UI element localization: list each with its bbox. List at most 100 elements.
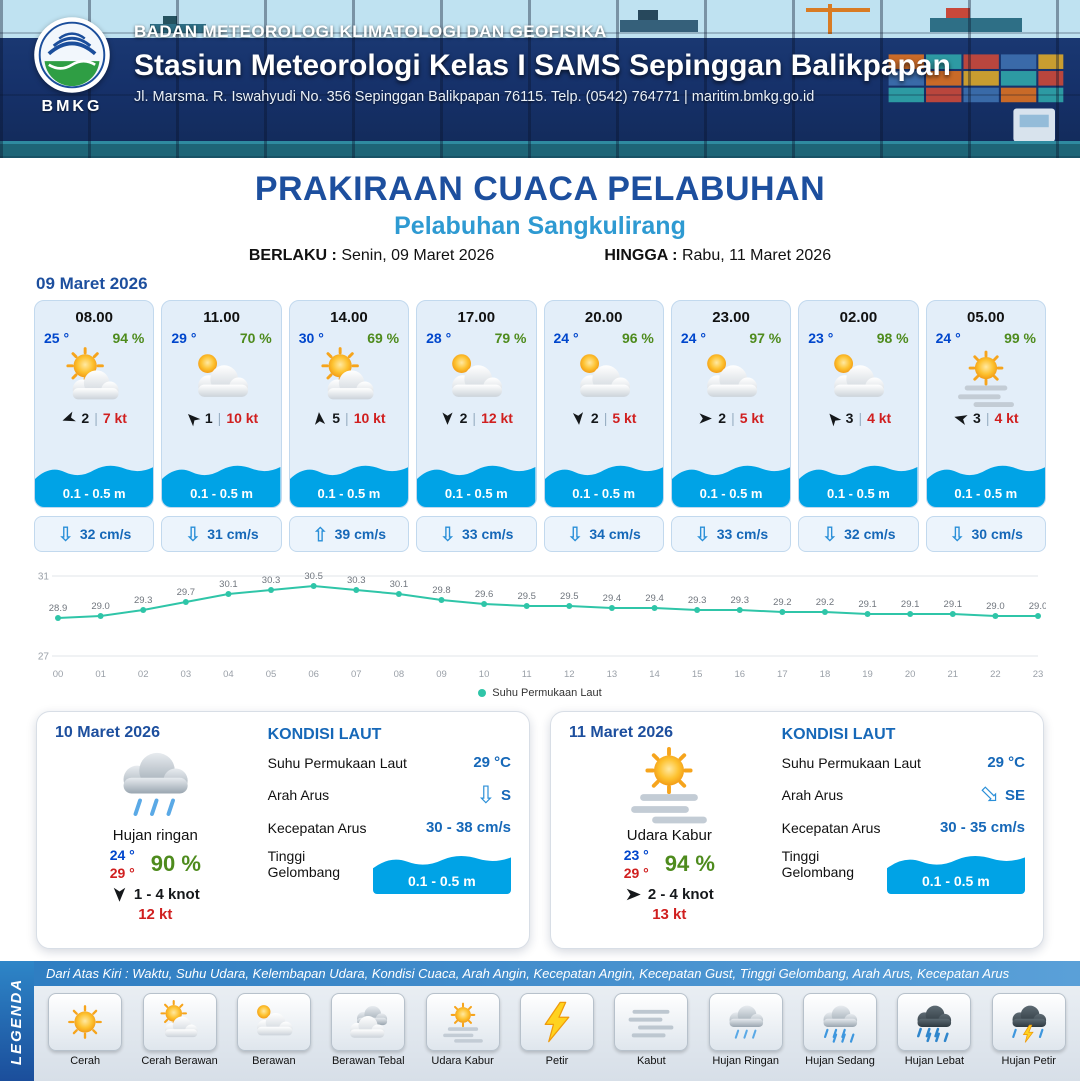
svg-text:29.4: 29.4 [645,593,664,604]
wave-height-band: 0.1 - 0.5 m [799,457,918,507]
wave-height-band: 0.1 - 0.5 m [926,457,1045,507]
legend-item: Cerah Berawan [134,993,226,1067]
current-speed: 31 cm/s [207,526,259,542]
humidity: 98 % [876,330,909,346]
current-direction-icon: ⇩ [693,522,711,546]
temp-humidity-row: 23 ° 98 % [799,326,917,346]
svg-text:30.3: 30.3 [347,575,366,586]
bmkg-logo: BMKG [22,16,122,116]
legend-section: LEGENDA Dari Atas Kiri : Waktu, Suhu Uda… [0,961,1080,1081]
day-gust: 12 kt [138,906,173,923]
sea-conditions-title: KONDISI LAUT [267,726,382,743]
svg-text:29.1: 29.1 [901,599,920,610]
current-direction-value: SE [1004,786,1025,804]
forecast-card-main: 05.00 24 ° 99 % 3 | 4 kt 0.1 - 0.5 m [925,300,1046,508]
wave-height-value: 0.1 - 0.5 m [572,486,636,501]
temp-max: 29 ° [623,865,649,881]
temperature: 23 ° [808,330,834,346]
current-speed-row: Kecepatan Arus 30 - 35 cm/s [782,819,1025,836]
forecast-card: 17.00 28 ° 79 % 2 | 12 kt 0.1 - 0.5 m [416,300,537,552]
udara-kabur-icon [436,1000,490,1044]
wind-row: 3 | 4 kt [799,410,917,426]
separator: | [94,410,98,426]
current-speed: 33 cm/s [716,526,769,542]
wave-icon [544,465,663,507]
time-label: 23.00 [712,309,750,326]
wave-height-band: 0.1 - 0.5 m [35,457,154,507]
day-humidity: 90 % [150,851,201,876]
gust-speed: 5 kt [739,410,764,426]
wind-row: 2 | 5 kt [672,410,790,426]
svg-text:09: 09 [436,669,447,680]
wind-direction-icon [626,888,641,901]
current-speed: 33 cm/s [462,526,514,542]
legend-label: Udara Kabur [431,1055,494,1067]
current-direction-icon: ⇩ [57,522,74,546]
wave-height-value: 0.1 - 0.5 m [62,486,126,501]
svg-text:29.5: 29.5 [560,591,579,602]
sst-row: Suhu Permukaan Laut 29 °C [268,754,511,771]
hujan-ringan-icon [719,1000,773,1044]
time-label: 02.00 [839,309,878,326]
wave-height-label: Tinggi Gelombang [267,848,341,880]
legend-item: Hujan Ringan [700,993,792,1067]
svg-text:29.8: 29.8 [432,585,451,596]
wind-speed: 2 [81,410,90,426]
day-wind-row: 1 - 4 knot [111,886,200,903]
day-weather-summary: 10 Maret 2026 Hujan ringan 24 ° 29 ° 90 … [55,724,256,936]
wave-height-value: 0.1 - 0.5 m [317,486,381,501]
day-stats: 23 ° 29 ° 94 % [624,847,715,881]
legend-item: Cerah [39,993,131,1067]
gust-speed: 5 kt [612,410,637,426]
weather-icon [180,347,264,409]
weather-icon [307,347,391,409]
wave-height-box: 0.1 - 0.5 m [372,848,511,894]
weather-icon [52,347,136,409]
sst-row: Suhu Permukaan Laut 29 °C [782,754,1025,771]
legend-item: Hujan Lebat [888,993,980,1067]
berawan-icon [247,1000,301,1044]
hingga-value: Rabu, 11 Maret 2026 [681,247,832,264]
day-weather-summary: 11 Maret 2026 Udara Kabur 23 ° 29 ° 94 %… [569,724,770,936]
svg-text:06: 06 [308,669,319,680]
wave-height-value: 0.1 - 0.5 m [444,486,508,501]
svg-text:28.9: 28.9 [49,603,68,614]
wind-speed: 2 [718,410,727,426]
day-date: 11 Maret 2026 [569,724,674,741]
legend-ribbon: LEGENDA [0,961,34,1081]
day-forecast-card: 11 Maret 2026 Udara Kabur 23 ° 29 ° 94 %… [550,711,1044,949]
wind-speed: 5 [332,410,341,426]
humidity: 96 % [621,330,654,346]
wind-row: 5 | 10 kt [290,410,408,426]
legend-label: Hujan Lebat [904,1055,965,1067]
wave-icon [886,856,1025,894]
svg-text:20: 20 [905,669,916,680]
hingga-label: HINGGA : [604,247,678,264]
wave-height-band: 0.1 - 0.5 m [671,457,791,507]
svg-text:11: 11 [522,669,532,680]
legend-main: Dari Atas Kiri : Waktu, Suhu Udara, Kele… [34,961,1080,1081]
org-name: BADAN METEOROLOGI KLIMATOLOGI DAN GEOFIS… [134,22,607,41]
time-label: 20.00 [584,309,623,326]
chart-legend: Suhu Permukaan Laut [34,687,1046,699]
current-direction-value: S [500,786,511,804]
wave-height-band: 0.1 - 0.5 m [544,457,663,507]
forecast-card-main: 08.00 25 ° 94 % 2 | 7 kt 0.1 - 0.5 m [34,300,155,508]
svg-text:30.1: 30.1 [219,579,238,590]
wind-direction-icon [572,411,583,425]
current-speed-box: ⇩ 33 cm/s [416,516,537,552]
berawan-tebal-icon [341,1000,395,1044]
current-direction-icon: ⇩ [821,522,839,546]
containers-art [888,54,1064,142]
cerah-berawan-icon [153,1000,207,1044]
forecast-card-main: 20.00 24 ° 96 % 2 | 5 kt 0.1 - 0.5 m [543,300,664,508]
separator: | [985,410,990,426]
svg-text:17: 17 [777,669,788,680]
hujan-petir-icon [1002,1000,1056,1044]
forecast-card-main: 11.00 29 ° 70 % 1 | 10 kt 0.1 - 0.5 m [161,300,282,508]
humidity: 99 % [1004,330,1036,346]
wave-height-value: 0.1 - 0.5 m [407,873,476,889]
wind-row: 2 | 12 kt [417,410,535,426]
humidity: 79 % [494,330,527,346]
